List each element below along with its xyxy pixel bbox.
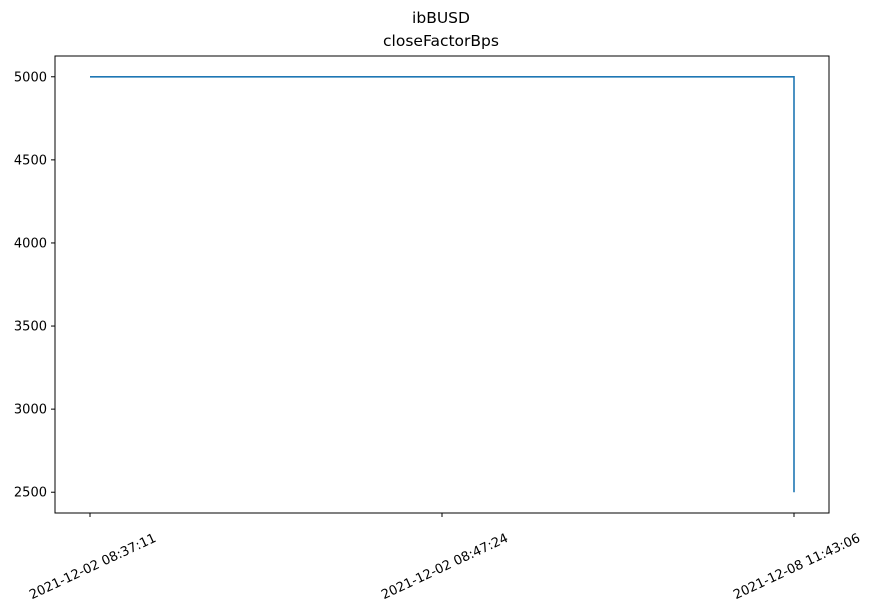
y-tick-label: 3000 (14, 403, 47, 418)
chart-subtitle: closeFactorBps (383, 32, 499, 50)
y-tick-label: 4500 (14, 153, 47, 168)
x-axis: 2021-12-02 08:37:11 2021-12-02 08:47:24 20… (27, 513, 863, 603)
x-tick-label: 2021-12-08 11:43:06 (731, 531, 862, 603)
plot-area-frame (54, 55, 830, 514)
series-line-0 (90, 75, 795, 493)
series-layer (90, 75, 795, 493)
x-tick-label: 2021-12-02 08:37:11 (27, 531, 158, 603)
y-tick-label: 2500 (14, 486, 47, 501)
y-axis: 2500 3000 3500 4000 4500 5000 (14, 70, 55, 501)
y-tick-label: 4000 (14, 236, 47, 251)
y-tick-label: 5000 (14, 70, 47, 85)
chart-title: ibBUSD (412, 9, 470, 27)
x-tick-label: 2021-12-02 08:47:24 (379, 531, 510, 603)
y-tick-label: 3500 (14, 320, 47, 335)
